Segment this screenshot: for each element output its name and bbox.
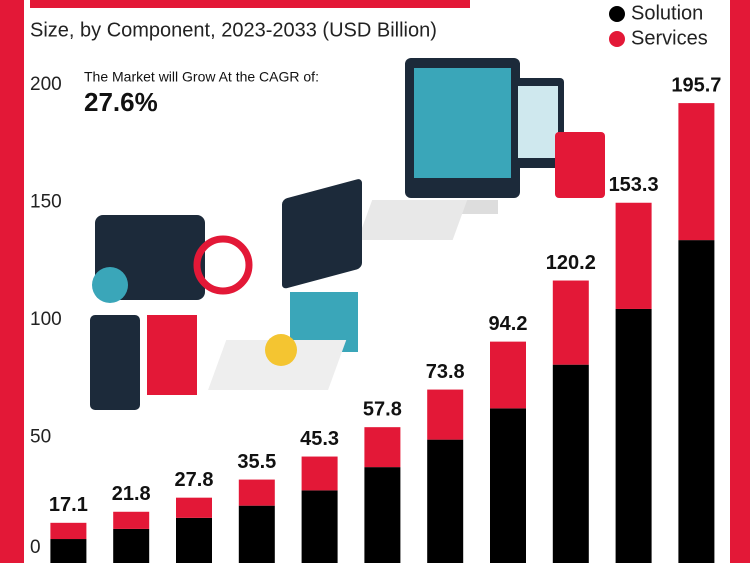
bar-segment (301, 456, 338, 491)
bar-segment (50, 522, 87, 540)
bar-segment (113, 511, 150, 529)
bar-segment (238, 479, 275, 506)
total-label: 21.8 (112, 483, 151, 505)
legend-swatch (609, 31, 625, 47)
left-border (0, 0, 24, 563)
legend-swatch (609, 6, 625, 22)
bar-segment (238, 505, 275, 563)
annotation: The Market will Grow At the CAGR of: (84, 69, 319, 85)
total-label: 120.2 (546, 252, 596, 274)
total-label: 35.5 (237, 451, 276, 473)
total-label: 94.2 (489, 313, 528, 335)
total-label: 45.3 (300, 428, 339, 450)
bar-segment (176, 497, 212, 518)
total-label: 73.8 (426, 361, 465, 383)
y-tick-label: 150 (30, 192, 62, 213)
annotation-value: 27.6% (84, 87, 158, 117)
y-tick-label: 200 (30, 74, 62, 95)
bar-segment (490, 341, 526, 409)
subtitle: Size, by Component, 2023-2033 (USD Billi… (30, 19, 437, 41)
bar-segment (427, 389, 464, 440)
bar-segment (50, 539, 87, 563)
bar-segment (490, 408, 526, 563)
y-tick-label: 0 (30, 537, 41, 558)
legend-label: Solution (631, 2, 703, 24)
total-label: 27.8 (175, 469, 214, 491)
bar-segment (678, 240, 715, 563)
total-label: 195.7 (671, 74, 721, 96)
y-tick-label: 100 (30, 309, 62, 330)
bar-segment (301, 490, 338, 563)
bar-segment (427, 439, 464, 563)
bar-segment (678, 103, 715, 241)
total-label: 17.1 (49, 494, 88, 516)
bar-segment (176, 517, 212, 563)
bar-segment (615, 202, 652, 309)
y-tick-label: 50 (30, 427, 51, 448)
bar-segment (552, 280, 589, 365)
bar-segment (552, 364, 589, 563)
total-label: 153.3 (609, 174, 659, 196)
bar-segment (364, 427, 401, 468)
right-border (730, 0, 750, 563)
bar-segment (364, 467, 401, 563)
bar-segment (113, 528, 150, 563)
title-band (30, 0, 470, 8)
total-label: 57.8 (363, 398, 402, 420)
legend-label: Services (631, 27, 708, 49)
illustration (90, 58, 605, 410)
bar-segment (615, 308, 652, 563)
